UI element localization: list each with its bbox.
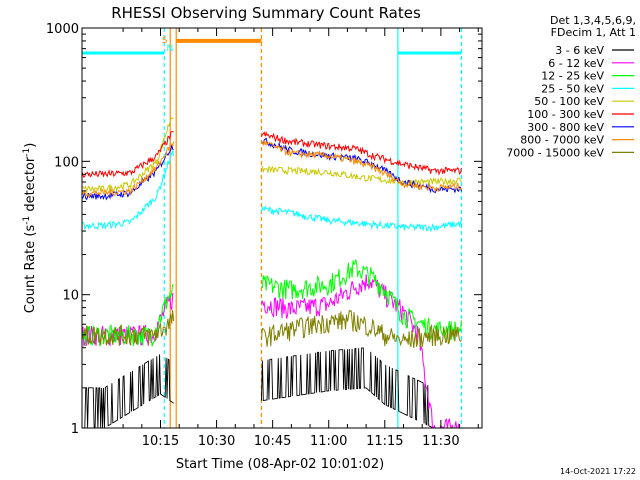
legend-label-3: 12 - 25 keV	[541, 70, 604, 83]
legend: Det 1,3,4,5,6,9,FDecim 1, Att 1 3 - 6 keV…	[506, 14, 636, 159]
series-line-9-seg-2	[260, 309, 462, 349]
y-axis-title: Count Rate (s-1 detector-1)	[22, 143, 38, 314]
plot-frame	[81, 27, 483, 429]
y-axis-title-close: )	[23, 143, 38, 148]
y-axis-title-sup-2: -1	[22, 148, 32, 157]
series-line-5-seg-2	[261, 165, 462, 188]
plot-area: SN	[82, 28, 463, 428]
timestamp-stamp: 14-Oct-2021 17:22	[560, 467, 636, 476]
legend-label-7: 300 - 800 keV	[527, 121, 604, 134]
annotation-s: S	[162, 36, 168, 46]
chart-title: RHESSI Observing Summary Count Rates	[111, 4, 421, 22]
y-tick-label-2: 10	[62, 289, 79, 304]
legend-label-8: 800 - 7000 keV	[520, 134, 604, 147]
series-line-7-seg-1	[82, 144, 174, 201]
legend-label-4: 25 - 50 keV	[541, 82, 604, 95]
x-tick-label-2: 10:30	[198, 434, 235, 449]
series-line-6-seg-1	[82, 131, 174, 179]
legend-label-6: 100 - 300 keV	[527, 108, 604, 121]
series-line-1-seg-1	[82, 354, 174, 428]
x-tick-label-4: 11:00	[310, 434, 347, 449]
x-tick-label-5: 11:15	[366, 434, 403, 449]
y-axis-title-tail: detector	[23, 156, 38, 216]
series-line-6-seg-2	[260, 130, 462, 176]
legend-header-2: FDecim 1, Att 1	[551, 26, 636, 39]
legend-label-2: 6 - 12 keV	[548, 57, 604, 70]
legend-label-5: 50 - 100 keV	[534, 95, 604, 108]
y-axis-title-main: Count Rate (s	[23, 225, 38, 314]
series-line-2-seg-2	[260, 274, 462, 428]
x-tick-label-3: 10:45	[254, 434, 291, 449]
series-line-5-seg-1	[82, 117, 174, 194]
series-line-3-seg-2	[261, 259, 462, 341]
series-line-4-seg-2	[260, 205, 462, 232]
y-tick-label-4: 1000	[46, 22, 79, 37]
series-line-8-seg-1	[82, 141, 175, 197]
legend-label-1: 3 - 6 keV	[555, 44, 604, 57]
series-line-9-seg-1	[82, 309, 175, 346]
y-axis-title-sup: -1	[22, 216, 32, 225]
x-tick-label-6: 11:30	[422, 434, 459, 449]
legend-label-9: 7000 - 15000 keV	[506, 146, 604, 159]
annotation-n: N	[166, 44, 173, 54]
series-line-4-seg-1	[82, 150, 175, 231]
axes: 10:15 10:30 10:45 11:00 11:15 11:30 1 10 100 1000	[46, 22, 482, 449]
x-tick-label-1: 10:15	[142, 434, 179, 449]
y-tick-label-3: 100	[54, 155, 79, 170]
y-tick-label-1: 1	[71, 422, 79, 437]
series-line-8-seg-2	[260, 140, 462, 193]
legend-header-1: Det 1,3,4,5,6,9,	[550, 14, 636, 27]
x-axis-title: Start Time (08-Apr-02 10:01:02)	[176, 457, 384, 472]
